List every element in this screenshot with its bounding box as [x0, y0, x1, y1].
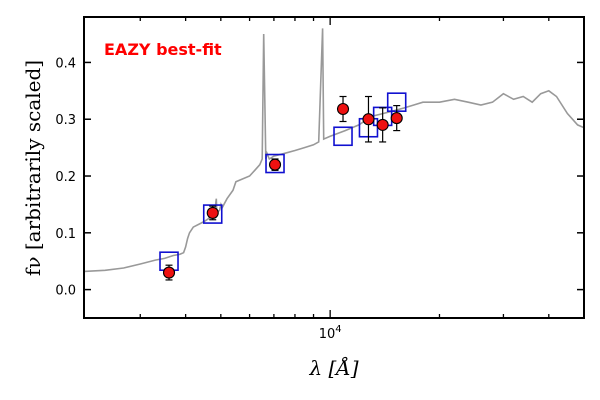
- observed-point: [206, 206, 219, 219]
- y-tick-label: 0.3: [55, 113, 76, 128]
- observed-point: [376, 118, 389, 131]
- y-axis-label: fν [arbitrarily scaled]: [21, 60, 45, 276]
- tick-layer: 0.0 0.1 0.2 0.3 0.4 104: [55, 17, 585, 342]
- observed-point: [268, 158, 282, 171]
- marker-layer: [159, 92, 407, 281]
- y-tick-label: 0.4: [55, 56, 76, 71]
- observed-point: [162, 266, 176, 279]
- y-tick-label: 0.0: [55, 284, 76, 299]
- annotation-label: EAZY best-fit: [104, 40, 222, 59]
- x-axis-label: λ [Å]: [308, 355, 358, 380]
- sed-line: [83, 28, 585, 273]
- plot-frame: [83, 16, 585, 319]
- model-box: [333, 126, 353, 147]
- observed-point: [336, 102, 350, 116]
- model-box: [202, 204, 223, 224]
- x-tick-label: 104: [319, 324, 342, 342]
- sed-layer: [83, 28, 585, 273]
- y-tick-label: 0.2: [55, 170, 76, 185]
- model-box: [265, 153, 285, 174]
- observed-point: [390, 112, 403, 125]
- observed-point: [362, 113, 375, 126]
- y-tick-label: 0.1: [55, 227, 76, 242]
